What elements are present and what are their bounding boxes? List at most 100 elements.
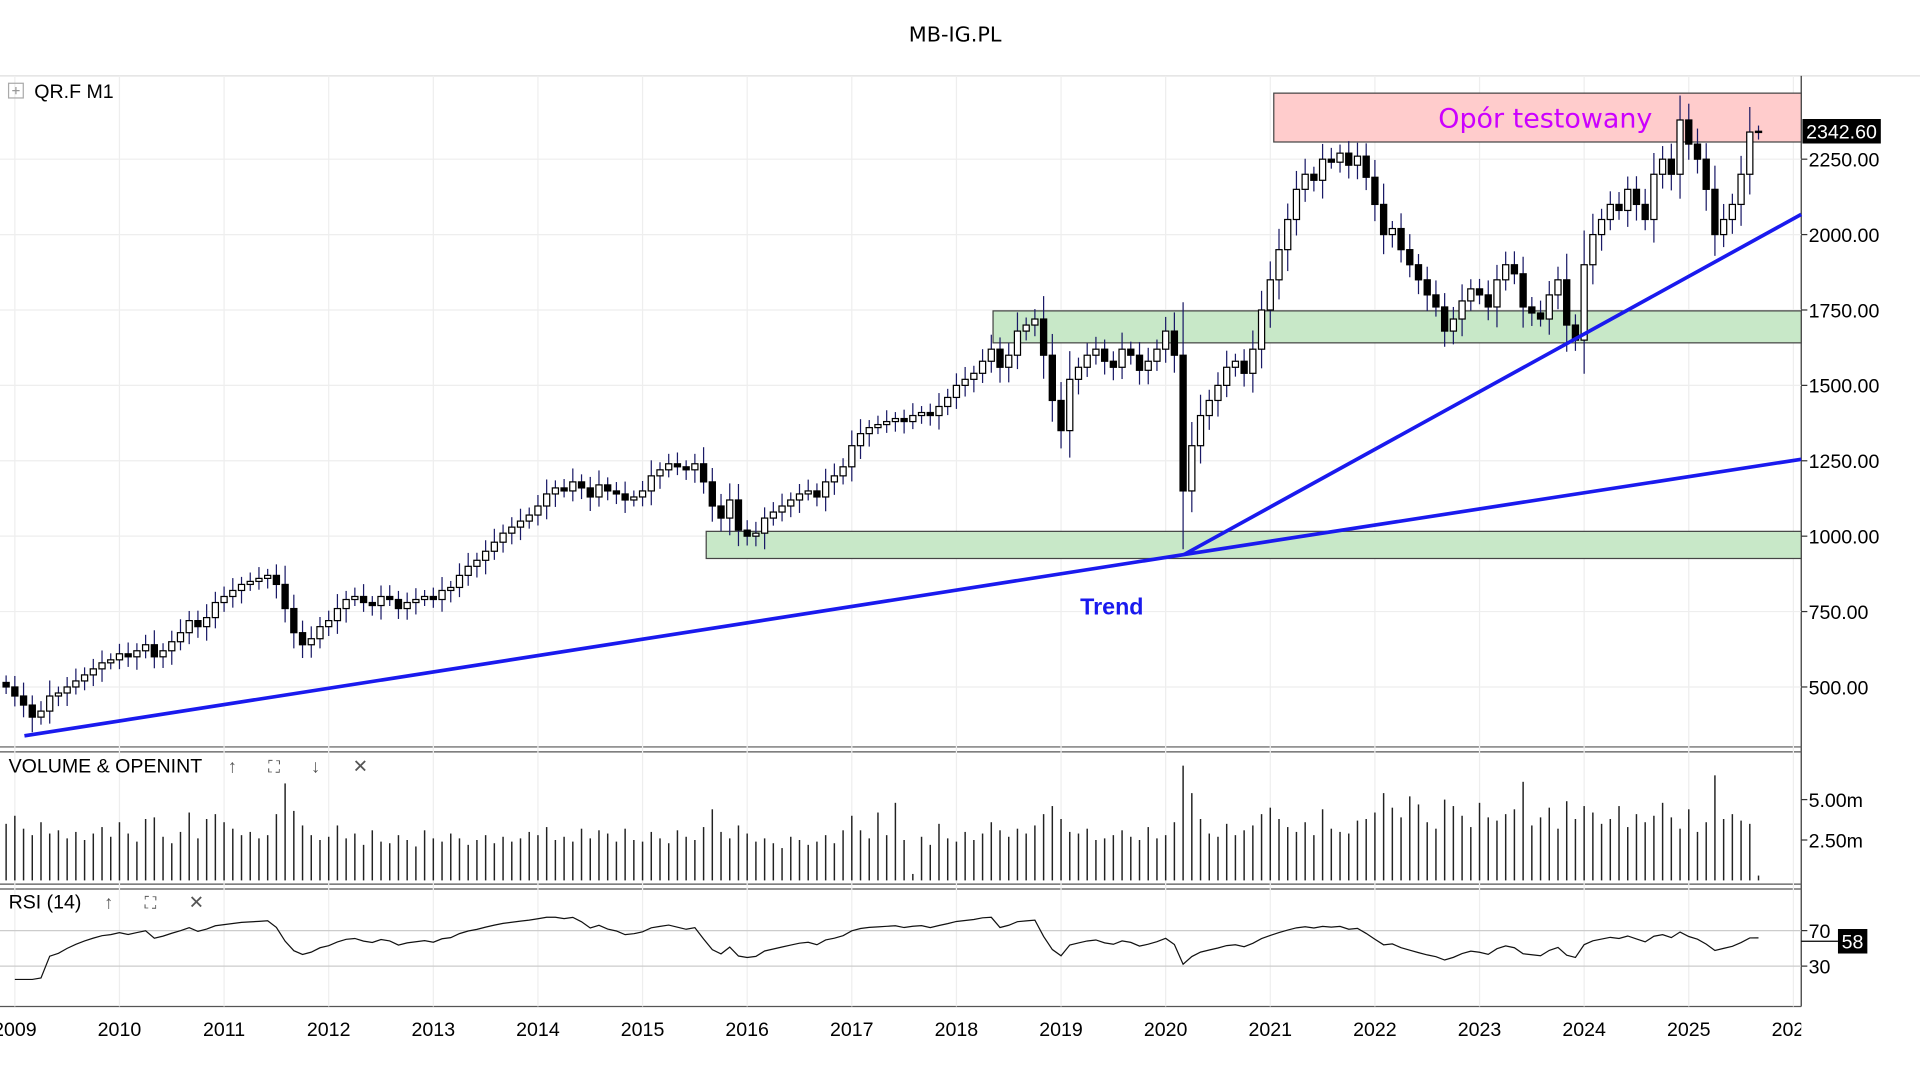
x-tick-label: 2024: [1562, 1019, 1606, 1041]
maximize-icon[interactable]: ⛶: [268, 757, 280, 777]
candle-body: [325, 620, 333, 628]
candle-body: [281, 583, 289, 610]
x-tick-label: 2009: [0, 1019, 37, 1041]
candle-body: [412, 598, 420, 604]
candle-body: [1484, 294, 1492, 308]
y-tick-label: 1500.00: [1809, 376, 1880, 398]
candle-body: [1109, 360, 1118, 368]
candle-body: [856, 433, 865, 447]
candle-body: [935, 405, 943, 417]
rsi-current-label: 58: [1842, 932, 1864, 954]
candle-body: [508, 526, 516, 534]
close-icon[interactable]: ✕: [189, 892, 204, 913]
candle-body: [264, 574, 272, 580]
candle-body: [1589, 233, 1597, 266]
zone-resistance: [1273, 92, 1802, 143]
candle-body: [377, 595, 385, 607]
candle-body: [734, 499, 743, 531]
arrow-down-icon[interactable]: ↓: [311, 756, 320, 777]
x-tick-label: 2026: [1772, 1019, 1816, 1041]
candle-body: [351, 595, 359, 601]
candle-body: [1728, 203, 1737, 221]
rsi-current-badge: [1837, 929, 1868, 954]
candle-body: [883, 420, 891, 426]
candle-body: [1039, 318, 1048, 356]
candle-body: [464, 565, 472, 576]
candle-body: [28, 704, 36, 718]
expand-plus-icon[interactable]: [7, 82, 24, 99]
candle-body: [2, 681, 10, 688]
candle-body: [516, 520, 525, 528]
candle-body: [978, 360, 987, 374]
candle-body: [394, 598, 403, 610]
maximize-icon[interactable]: ⛶: [144, 893, 156, 913]
trend-annotation: Trend: [1080, 594, 1143, 620]
candle-body: [333, 607, 342, 622]
candle-body: [342, 598, 350, 610]
candle-body: [255, 577, 263, 583]
candle-body: [176, 632, 185, 643]
expand-plus-glyph: [12, 86, 20, 95]
candle-body: [595, 484, 603, 498]
candle-body: [1719, 218, 1728, 236]
arrow-up-icon[interactable]: ↑: [104, 892, 113, 913]
candle-body: [54, 692, 63, 697]
candle-body: [1754, 130, 1763, 134]
x-tick-label: 2019: [1039, 1019, 1083, 1041]
x-tick-label: 2014: [516, 1019, 560, 1041]
candle-body: [1615, 203, 1623, 212]
candle-body: [438, 589, 446, 601]
rsi-line: [14, 916, 1759, 981]
candle-body: [1066, 378, 1074, 432]
candle-body: [1083, 354, 1091, 368]
candle-body: [107, 659, 115, 664]
candle-body: [98, 662, 106, 670]
candle-body: [133, 650, 141, 658]
candle-body: [1257, 309, 1266, 350]
close-icon[interactable]: ✕: [353, 756, 368, 777]
candle-body: [447, 586, 455, 592]
candle-body: [1013, 330, 1022, 356]
candle-body: [1144, 360, 1152, 371]
candle-body: [1580, 264, 1588, 341]
candle-body: [551, 487, 560, 495]
x-tick-label: 2018: [935, 1019, 979, 1041]
candle-body: [1371, 176, 1379, 206]
y-tick-label: 2000.00: [1809, 225, 1880, 247]
candle-body: [63, 686, 71, 694]
candle-body: [1685, 119, 1693, 145]
candle-body: [1092, 348, 1100, 356]
candle-body: [1423, 279, 1431, 296]
x-tick-label: 2022: [1353, 1019, 1397, 1041]
zones: [705, 92, 1802, 560]
x-tick-label: 2017: [830, 1019, 874, 1041]
candle-body: [1397, 227, 1405, 251]
arrow-up-icon[interactable]: ↑: [228, 756, 237, 777]
candle-body: [1318, 158, 1327, 181]
candle-body: [194, 620, 202, 628]
candle-body: [665, 463, 673, 471]
candle-body: [1179, 354, 1187, 492]
candle-body: [46, 695, 54, 712]
candle-body: [1205, 399, 1213, 417]
candle-body: [813, 490, 821, 498]
candle-body: [1284, 218, 1292, 251]
x-tick-label: 2011: [203, 1019, 245, 1041]
candle-body: [80, 674, 89, 682]
last-price-label: 2342.60: [1806, 122, 1877, 144]
candle-body: [89, 668, 97, 676]
candle-body: [1475, 288, 1484, 296]
rsi-tick-label: 30: [1809, 956, 1831, 978]
candle-body: [1022, 324, 1030, 332]
candle-body: [1301, 173, 1309, 190]
chart-title: MB-IG.PL: [909, 23, 1002, 47]
y-tick-label: 2250.00: [1809, 150, 1880, 172]
candle-body: [1057, 399, 1065, 432]
candle-body: [1170, 330, 1179, 356]
trendlines: [24, 212, 1803, 738]
candle-body: [1536, 312, 1545, 320]
trendline-long-trend: [24, 457, 1802, 738]
candle-body: [577, 481, 586, 489]
candle-body: [386, 595, 394, 601]
